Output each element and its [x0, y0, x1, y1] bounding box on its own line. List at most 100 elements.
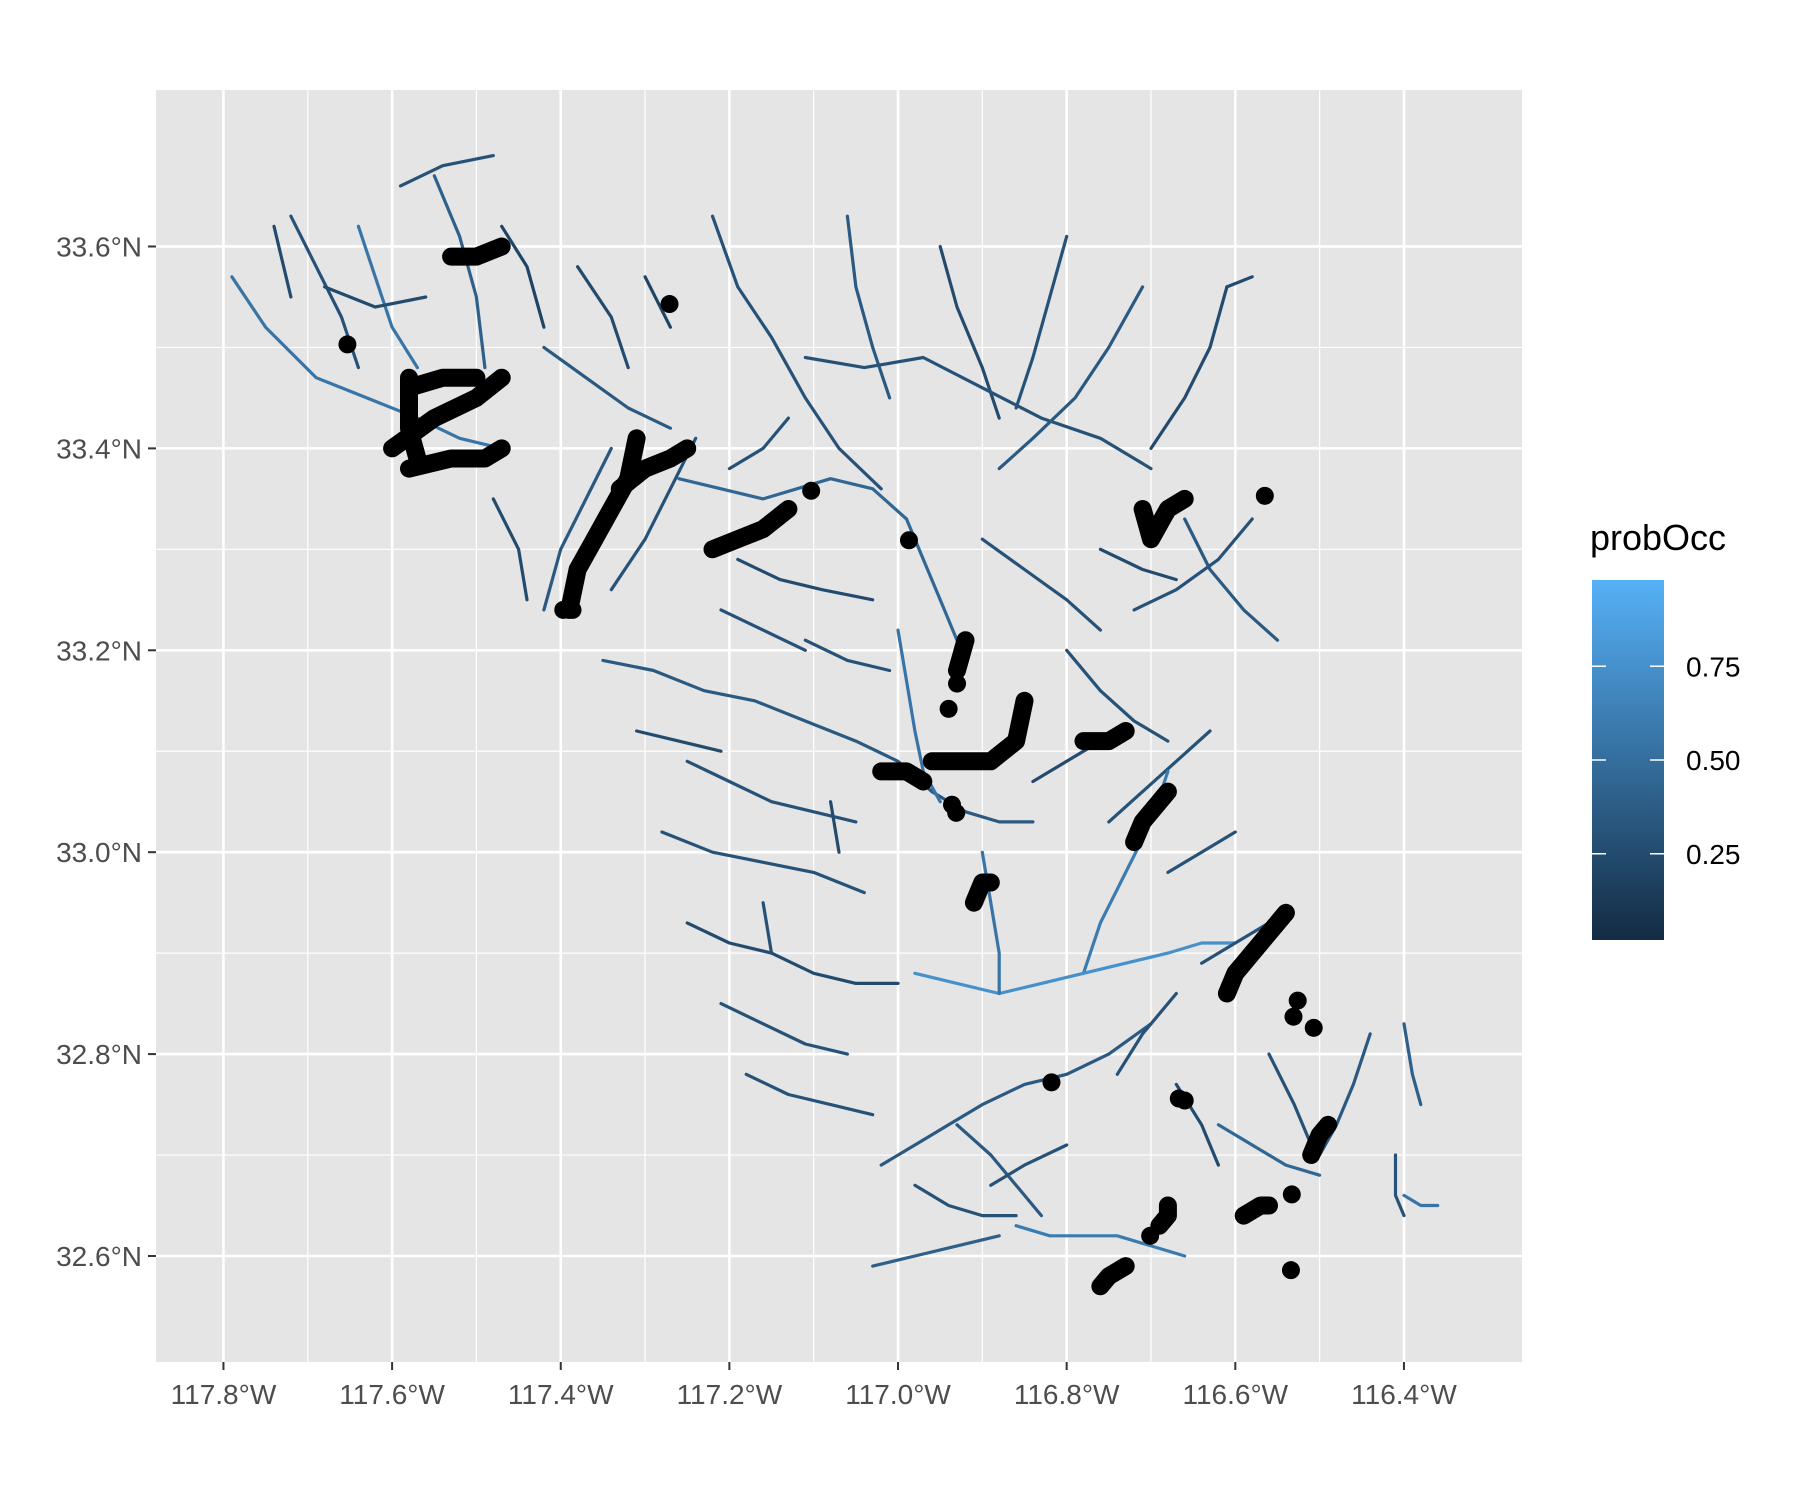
stream-segment: [491, 497, 529, 602]
y-tick-label: 33.6°N: [56, 231, 142, 262]
observation-point: [1169, 1089, 1188, 1108]
x-tick-label: 117.0°W: [845, 1379, 951, 1410]
stream-segment: [660, 830, 866, 895]
observation-track: [1302, 1115, 1338, 1164]
stream-segment: [1216, 1123, 1322, 1177]
observation-track: [400, 439, 511, 478]
observation-track: [442, 237, 511, 266]
observation-track: [1150, 1196, 1177, 1235]
stream-segment: [719, 608, 807, 652]
observation-track: [1217, 903, 1295, 1003]
stream-segment: [997, 285, 1145, 471]
stream-segment: [1402, 1193, 1440, 1208]
stream-segment: [1014, 1224, 1187, 1258]
stream-segment: [980, 537, 1102, 632]
legend-break-label: 0.25: [1686, 839, 1741, 870]
observation-point: [1255, 486, 1274, 505]
observation-point: [1282, 1185, 1301, 1204]
observation-track: [948, 631, 975, 680]
observation-track: [610, 439, 697, 498]
stream-segment: [955, 1123, 1043, 1218]
stream-segment: [685, 759, 858, 824]
stream-segment: [736, 557, 875, 602]
observation-point: [563, 600, 582, 619]
stream-segment: [609, 436, 698, 592]
stream-segment: [643, 275, 672, 329]
stream-segment: [744, 1072, 875, 1117]
stream-segment: [1318, 1032, 1372, 1157]
stream-segment: [803, 355, 1153, 471]
legend-break-label: 0.75: [1686, 651, 1741, 682]
legend-title: probOcc: [1590, 517, 1726, 558]
stream-segment: [845, 214, 892, 400]
stream-segment: [685, 921, 900, 985]
x-tick-label: 116.4°W: [1351, 1379, 1457, 1410]
observation-track: [1133, 489, 1194, 549]
stream-segment: [230, 275, 504, 450]
observation-point: [1288, 991, 1307, 1010]
stream-segment: [500, 224, 546, 329]
stream-segment: [1267, 1052, 1313, 1147]
observation-point: [1042, 1073, 1061, 1092]
stream-segment: [1183, 517, 1280, 642]
observation-track: [703, 500, 798, 559]
stream-segment: [871, 1234, 1001, 1268]
observation-point: [1281, 1261, 1300, 1280]
stream-segment: [1402, 1022, 1423, 1107]
y-tick-label: 32.6°N: [56, 1241, 142, 1272]
observation-point: [1304, 1018, 1323, 1037]
observation-point: [1284, 1007, 1303, 1026]
stream-segment: [879, 1022, 1153, 1167]
stream-segment: [1132, 517, 1254, 612]
observation-point: [660, 295, 679, 314]
legend: probOcc 0.25 0.50 0.75: [1590, 517, 1741, 940]
stream-segment: [719, 1002, 849, 1056]
observation-track: [964, 873, 1000, 912]
observation-point: [899, 531, 918, 550]
stream-segment: [635, 729, 723, 753]
stream-segment: [1149, 285, 1229, 450]
plot-panel-background: [156, 90, 1522, 1362]
observation-tracks: [383, 237, 1338, 1296]
stream-segment: [989, 1143, 1069, 1187]
stream-segment: [727, 416, 790, 471]
stream-segment: [677, 477, 959, 642]
observation-track: [1125, 782, 1177, 852]
x-tick-label: 116.8°W: [1014, 1379, 1120, 1410]
legend-ticks: 0.25 0.50 0.75: [1592, 651, 1741, 870]
stream-segment: [913, 1183, 1018, 1218]
stream-segment: [1225, 275, 1254, 289]
stream-segment: [761, 901, 774, 955]
observation-track: [1074, 722, 1135, 751]
stream-segment: [1166, 830, 1237, 874]
stream-segment: [710, 214, 883, 491]
stream-segment: [576, 265, 630, 370]
observation-point: [948, 674, 967, 693]
observation-points: [338, 295, 1323, 1280]
stream-segment: [1200, 921, 1271, 965]
y-tick-label: 33.0°N: [56, 837, 142, 868]
stream-segment: [601, 658, 1035, 824]
x-tick-label: 117.2°W: [677, 1379, 783, 1410]
x-tick-label: 117.6°W: [339, 1379, 445, 1410]
stream-segment: [913, 941, 1237, 996]
observation-track: [400, 368, 486, 397]
stream-network: [230, 154, 1440, 1268]
observation-track: [1091, 1257, 1135, 1296]
y-axis: 32.6°N 32.8°N 33.0°N 33.2°N 33.4°N 33.6°N: [56, 231, 156, 1272]
stream-segment: [542, 446, 613, 612]
stream-segment: [1393, 1153, 1406, 1218]
observation-track: [872, 762, 933, 791]
observation-track: [1234, 1196, 1278, 1225]
y-tick-label: 33.2°N: [56, 635, 142, 666]
observation-point: [939, 699, 958, 718]
x-tick-label: 116.6°W: [1182, 1379, 1288, 1410]
stream-segment: [1014, 234, 1069, 410]
stream-segment: [356, 224, 419, 370]
y-tick-label: 32.8°N: [56, 1039, 142, 1070]
stream-segment: [272, 224, 293, 299]
stream-segment: [432, 174, 487, 370]
stream-segment: [398, 154, 495, 188]
stream-segment: [803, 638, 892, 673]
